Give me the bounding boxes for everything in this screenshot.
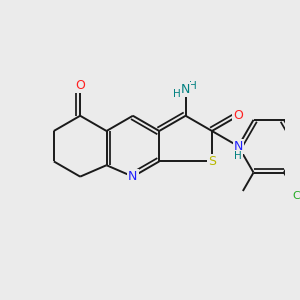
Text: O: O (75, 79, 85, 92)
Text: N: N (181, 83, 190, 96)
Text: Cl: Cl (292, 191, 300, 201)
Text: H: H (173, 89, 181, 99)
Text: S: S (208, 155, 216, 168)
Text: N: N (128, 170, 138, 183)
Text: H: H (234, 151, 242, 161)
Text: H: H (189, 81, 197, 91)
Text: O: O (233, 109, 243, 122)
Text: N: N (234, 140, 243, 153)
